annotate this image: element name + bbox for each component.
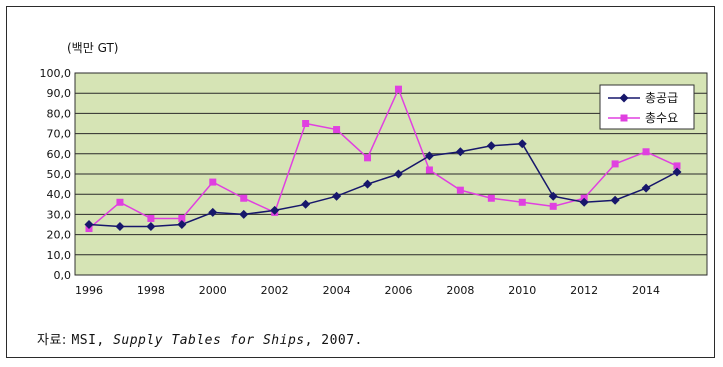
data-point <box>84 220 94 229</box>
y-tick-label: 20,0 <box>47 229 72 242</box>
data-point <box>610 195 620 205</box>
y-tick-label: 40,0 <box>47 188 72 201</box>
data-point <box>147 214 155 222</box>
x-tick-label: 2002 <box>261 284 289 297</box>
x-tick-label: 2014 <box>632 284 660 297</box>
x-tick-label: 2000 <box>199 284 227 297</box>
y-tick-label: 70,0 <box>47 128 72 141</box>
data-point <box>548 191 558 201</box>
series-supply <box>84 139 682 232</box>
x-tick-label: 1998 <box>137 284 165 297</box>
data-point <box>455 147 465 157</box>
data-point <box>178 214 186 222</box>
data-point <box>486 141 496 151</box>
source-author: MSI, <box>71 333 114 348</box>
legend-label: 총수요 <box>645 111 678 125</box>
data-point <box>177 220 187 229</box>
data-point <box>579 197 589 207</box>
x-tick-label: 2006 <box>384 284 412 297</box>
x-axis-ticks: 1996 1998 2000 2002 2004 2006 2008 2010 2012 2014 <box>75 284 660 297</box>
source-title: Supply Tables for Ships <box>113 333 305 348</box>
x-tick-label: 2010 <box>508 284 536 297</box>
data-point <box>364 154 372 162</box>
data-point <box>424 151 434 161</box>
series-layer <box>84 85 682 233</box>
source-prefix: 자료: <box>37 333 72 348</box>
series-line <box>88 87 678 230</box>
data-point <box>672 167 682 177</box>
data-point <box>394 85 402 93</box>
chart-frame: (백만 GT) 0,0 10,0 20,0 30,0 40,0 50,0 60,0 70,0 8… <box>6 6 715 358</box>
data-point <box>518 198 526 206</box>
y-tick-label: 10,0 <box>47 249 72 262</box>
data-point <box>611 160 619 168</box>
data-point <box>301 199 311 209</box>
data-point <box>270 205 280 215</box>
legend-label: 총공급 <box>645 91 678 105</box>
gridlines <box>75 72 707 276</box>
data-point <box>673 162 681 170</box>
source-suffix: , 2007. <box>304 333 363 348</box>
y-unit-label: (백만 GT) <box>67 41 118 55</box>
data-point <box>363 179 373 189</box>
data-point <box>456 186 464 194</box>
series-line <box>88 142 678 228</box>
x-tick-label: 1996 <box>75 284 103 297</box>
data-point <box>642 148 650 156</box>
data-point <box>240 194 248 202</box>
line-chart: (백만 GT) 0,0 10,0 20,0 30,0 40,0 50,0 60,0 70,0 8… <box>40 41 708 297</box>
y-tick-label: 80,0 <box>47 107 72 120</box>
data-point <box>115 222 125 232</box>
y-tick-label: 50,0 <box>47 168 72 181</box>
data-point <box>116 198 124 206</box>
legend-marker <box>620 114 628 122</box>
data-point <box>425 166 433 174</box>
data-point <box>641 183 651 193</box>
data-point <box>209 178 217 186</box>
y-axis-ticks: 0,0 10,0 20,0 30,0 40,0 50,0 60,0 70,0 80,0 90,0 1… <box>40 67 72 282</box>
x-tick-label: 2008 <box>446 284 474 297</box>
data-point <box>146 222 156 232</box>
data-point <box>332 191 342 201</box>
data-point <box>302 120 310 127</box>
x-tick-label: 2012 <box>570 284 598 297</box>
source-note: 자료: MSI, Supply Tables for Ships, 2007. <box>37 329 363 348</box>
legend-box <box>599 84 695 130</box>
data-point <box>239 209 249 219</box>
legend-marker <box>619 93 629 103</box>
data-point <box>333 126 341 134</box>
data-point <box>517 139 527 149</box>
x-tick-label: 2004 <box>323 284 351 297</box>
y-tick-label: 30,0 <box>47 208 72 221</box>
data-point <box>208 207 218 217</box>
data-point <box>549 202 557 210</box>
y-tick-label: 100,0 <box>40 67 72 80</box>
y-tick-label: 90,0 <box>47 87 72 100</box>
data-point <box>487 194 495 202</box>
y-tick-label: 60,0 <box>47 148 72 161</box>
y-tick-label: 0,0 <box>54 269 72 282</box>
data-point <box>393 169 403 179</box>
